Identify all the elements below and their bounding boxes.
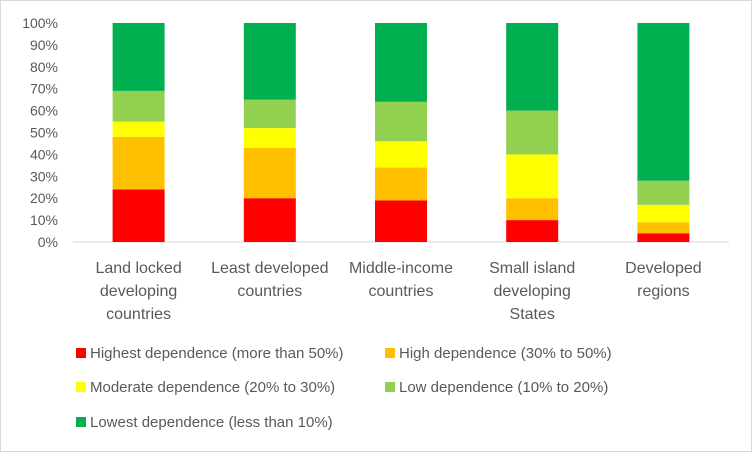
bar-segment-3-category-4: [506, 154, 559, 199]
bar-segment-3-category-5: [637, 204, 690, 223]
legend-label: Moderate dependence (20% to 30%): [90, 379, 335, 396]
bar-stacks: [112, 23, 690, 242]
x-category-label: States: [510, 306, 555, 323]
bar-segment-5-category-3: [375, 23, 427, 102]
x-axis-category-labels: Land locked developing countries Least deve…: [95, 260, 701, 323]
bar-segment-2-category-3: [375, 167, 427, 201]
x-category-label: Middle-income: [349, 260, 453, 277]
y-tick-label: 70%: [30, 81, 58, 97]
bar-segment-1-category-4: [506, 220, 559, 242]
x-category-label: Land locked: [95, 260, 181, 277]
bar-segment-5-category-1: [112, 23, 165, 91]
bar-segment-4-category-5: [637, 180, 690, 205]
y-tick-label: 20%: [30, 190, 58, 206]
y-tick-label: 30%: [30, 168, 58, 184]
y-tick-label: 90%: [30, 37, 58, 53]
y-tick-label: 10%: [30, 212, 58, 228]
bar-segment-1-category-1: [112, 189, 165, 242]
bar-segment-1-category-5: [637, 233, 690, 242]
bar-segment-2-category-4: [506, 198, 559, 221]
bar-segment-3-category-2: [243, 128, 296, 148]
legend-label: Highest dependence (more than 50%): [90, 345, 344, 362]
bar-segment-1-category-2: [243, 198, 296, 242]
legend-swatch: [385, 348, 395, 358]
x-category-label: countries: [106, 306, 171, 323]
legend-swatch: [385, 382, 395, 392]
legend-label: Lowest dependence (less than 10%): [90, 414, 333, 431]
legend: Highest dependence (more than 50%) High d…: [76, 345, 612, 431]
y-tick-label: 60%: [30, 103, 58, 119]
y-tick-label: 40%: [30, 146, 58, 162]
y-tick-label: 80%: [30, 59, 58, 75]
bar-segment-4-category-1: [112, 90, 165, 122]
y-tick-label: 50%: [30, 125, 58, 141]
legend-swatch: [76, 382, 86, 392]
bar-segment-4-category-3: [375, 101, 427, 142]
legend-swatch: [76, 417, 86, 427]
bar-segment-2-category-1: [112, 136, 165, 190]
x-category-label: countries: [369, 283, 434, 300]
x-category-label: Least developed: [211, 260, 328, 277]
x-category-label: regions: [637, 283, 689, 300]
y-tick-label: 100%: [22, 15, 58, 31]
x-category-label: Developed: [625, 260, 702, 277]
x-category-label: Small island: [489, 260, 575, 277]
legend-label: Low dependence (10% to 20%): [399, 379, 608, 396]
bar-segment-1-category-3: [375, 200, 427, 242]
legend-label: High dependence (30% to 50%): [399, 345, 612, 362]
bar-segment-5-category-4: [506, 23, 559, 111]
y-tick-label: 0%: [38, 234, 58, 250]
bar-segment-5-category-2: [243, 23, 296, 100]
legend-swatch: [76, 348, 86, 358]
bar-segment-4-category-2: [243, 99, 296, 129]
y-axis-ticks: 0% 10% 20% 30% 40% 50% 60% 70% 80% 90% 100%: [22, 15, 58, 250]
x-category-label: countries: [237, 283, 302, 300]
bar-segment-5-category-5: [637, 23, 690, 181]
bar-segment-2-category-5: [637, 222, 690, 234]
bar-segment-4-category-4: [506, 110, 559, 155]
x-category-label: developing: [493, 283, 570, 300]
bar-segment-2-category-2: [243, 147, 296, 199]
x-category-label: developing: [100, 283, 177, 300]
bar-segment-3-category-1: [112, 121, 165, 137]
bar-segment-3-category-3: [375, 141, 427, 168]
